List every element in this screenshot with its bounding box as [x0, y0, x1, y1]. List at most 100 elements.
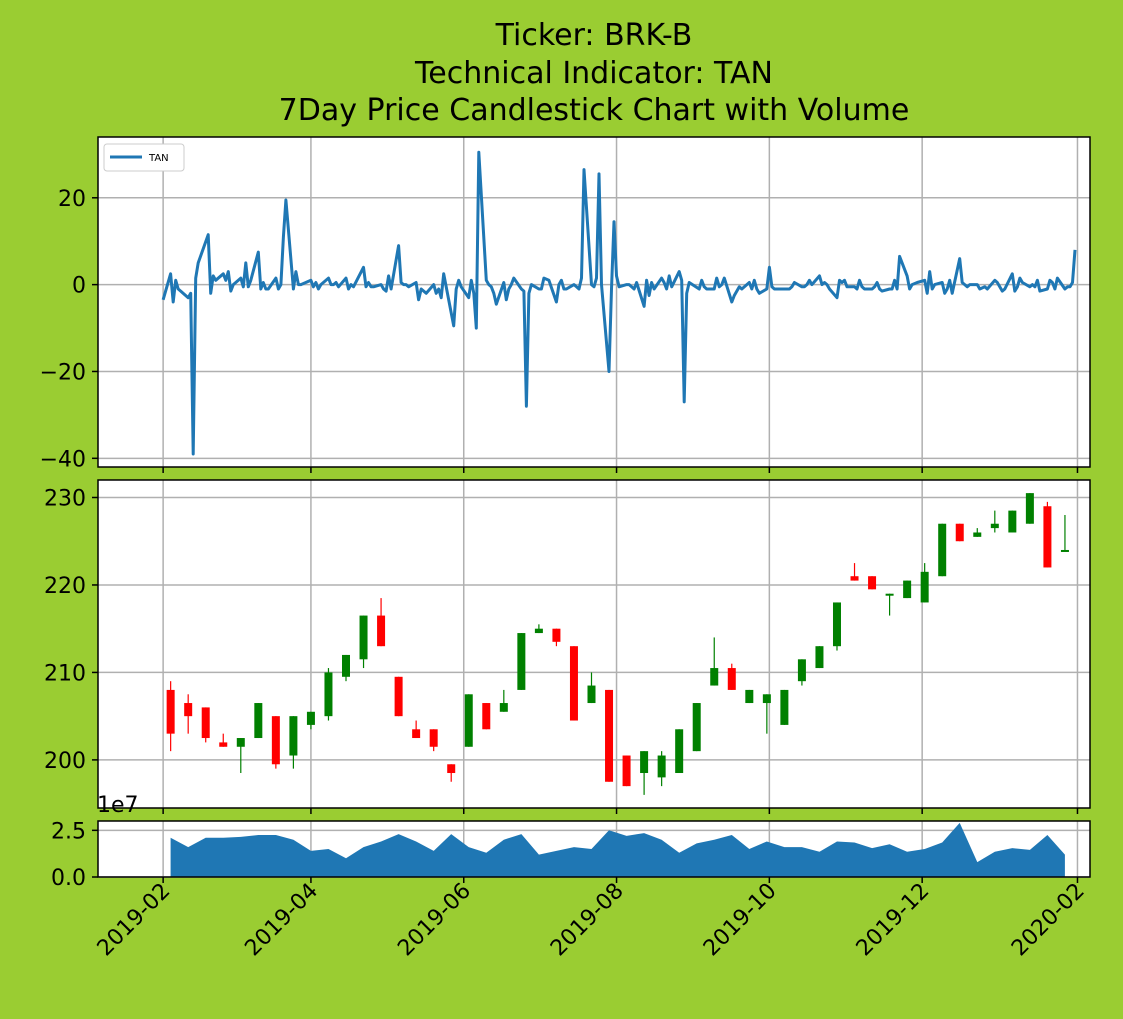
volume-y-axis: 0.0 2.5 [51, 819, 98, 891]
candle-body [622, 755, 631, 787]
candle-body [219, 742, 228, 747]
candle [745, 689, 754, 704]
indicator-y-tick-label: 0 [72, 274, 86, 299]
candles [166, 493, 1069, 795]
legend-label-tan: TAN [148, 153, 169, 164]
candle [762, 694, 771, 734]
candle-body [885, 593, 894, 596]
candle-body [254, 703, 263, 739]
candle-body [727, 668, 736, 690]
indicator-panel: 20 0 −20 −40 TAN [40, 136, 1091, 473]
candle [710, 637, 719, 686]
candle-body [605, 689, 614, 782]
candle-body [973, 532, 982, 537]
candle-body [271, 716, 280, 765]
candle-body [587, 685, 596, 704]
candle [236, 738, 245, 774]
candle [727, 663, 736, 690]
candle-body [377, 615, 386, 647]
candle-body [201, 707, 210, 739]
price-grid [98, 480, 1090, 808]
candle [412, 720, 421, 739]
indicator-frame [97, 136, 1091, 468]
candle [657, 751, 666, 787]
candle-body [324, 672, 333, 717]
candle [306, 711, 315, 730]
candle [394, 676, 403, 717]
candle-body [306, 711, 315, 725]
candle-body [534, 628, 543, 634]
candle [868, 576, 877, 590]
candle [920, 563, 929, 603]
candle [692, 703, 701, 752]
candle [955, 523, 964, 542]
candle [1043, 501, 1052, 568]
indicator-plot-area [98, 137, 1090, 467]
candle [622, 755, 631, 787]
candle-body [236, 738, 245, 747]
candle [447, 764, 456, 782]
candle-body [1043, 506, 1052, 568]
price-y-tick-label: 220 [44, 574, 86, 599]
candle-body [797, 659, 806, 682]
candle [569, 646, 578, 721]
candle [184, 694, 193, 734]
candle-body [342, 654, 350, 677]
candle [254, 703, 263, 739]
candle-body [184, 703, 193, 717]
candle-body [868, 576, 877, 590]
candle-body [640, 751, 649, 774]
candle-body [815, 646, 824, 669]
candle [359, 615, 368, 669]
candle [973, 528, 982, 537]
price-y-tick-label: 200 [44, 749, 86, 774]
volume-frame [97, 820, 1091, 878]
price-plot-area [98, 480, 1090, 808]
candle-body [850, 576, 859, 581]
candle-body [1025, 493, 1034, 524]
candle-body [710, 668, 719, 686]
tan-series-line [161, 150, 1077, 456]
candle [675, 729, 684, 774]
candle [605, 689, 614, 782]
candle-body [412, 729, 421, 739]
indicator-y-tick-label: −40 [40, 447, 86, 472]
candle-body [903, 580, 912, 599]
indicator-x-ticks [162, 467, 1079, 473]
candle [1008, 510, 1017, 533]
candle-body [569, 646, 578, 721]
candle [517, 633, 526, 690]
candle [587, 672, 596, 704]
candle-body [938, 523, 947, 577]
candle-body [832, 602, 841, 647]
price-x-ticks [162, 808, 1079, 814]
candle-body [1008, 510, 1017, 533]
candle-body [780, 689, 789, 725]
candle [429, 729, 438, 752]
candle [903, 580, 912, 599]
candle [797, 659, 806, 686]
volume-offset-label: 1e7 [97, 793, 139, 818]
volume-y-tick-label: 2.5 [51, 819, 86, 844]
candle-body [990, 523, 999, 529]
candle [534, 624, 543, 634]
candle [1060, 514, 1069, 552]
candle [780, 689, 789, 725]
candle [324, 668, 333, 721]
volume-area [170, 822, 1065, 877]
price-frame [97, 479, 1091, 809]
price-y-tick-label: 210 [44, 661, 86, 686]
candle [1025, 493, 1034, 524]
candle-body [1060, 549, 1069, 552]
candle [482, 703, 491, 730]
candle-body [552, 628, 561, 642]
candle [832, 602, 841, 651]
candle-body [447, 764, 456, 774]
candle [499, 689, 508, 712]
candle [289, 716, 298, 769]
legend-box [103, 143, 185, 172]
price-y-tick-label: 230 [44, 486, 86, 511]
price-y-axis: 200 210 220 230 [44, 486, 98, 774]
candle [464, 694, 473, 747]
